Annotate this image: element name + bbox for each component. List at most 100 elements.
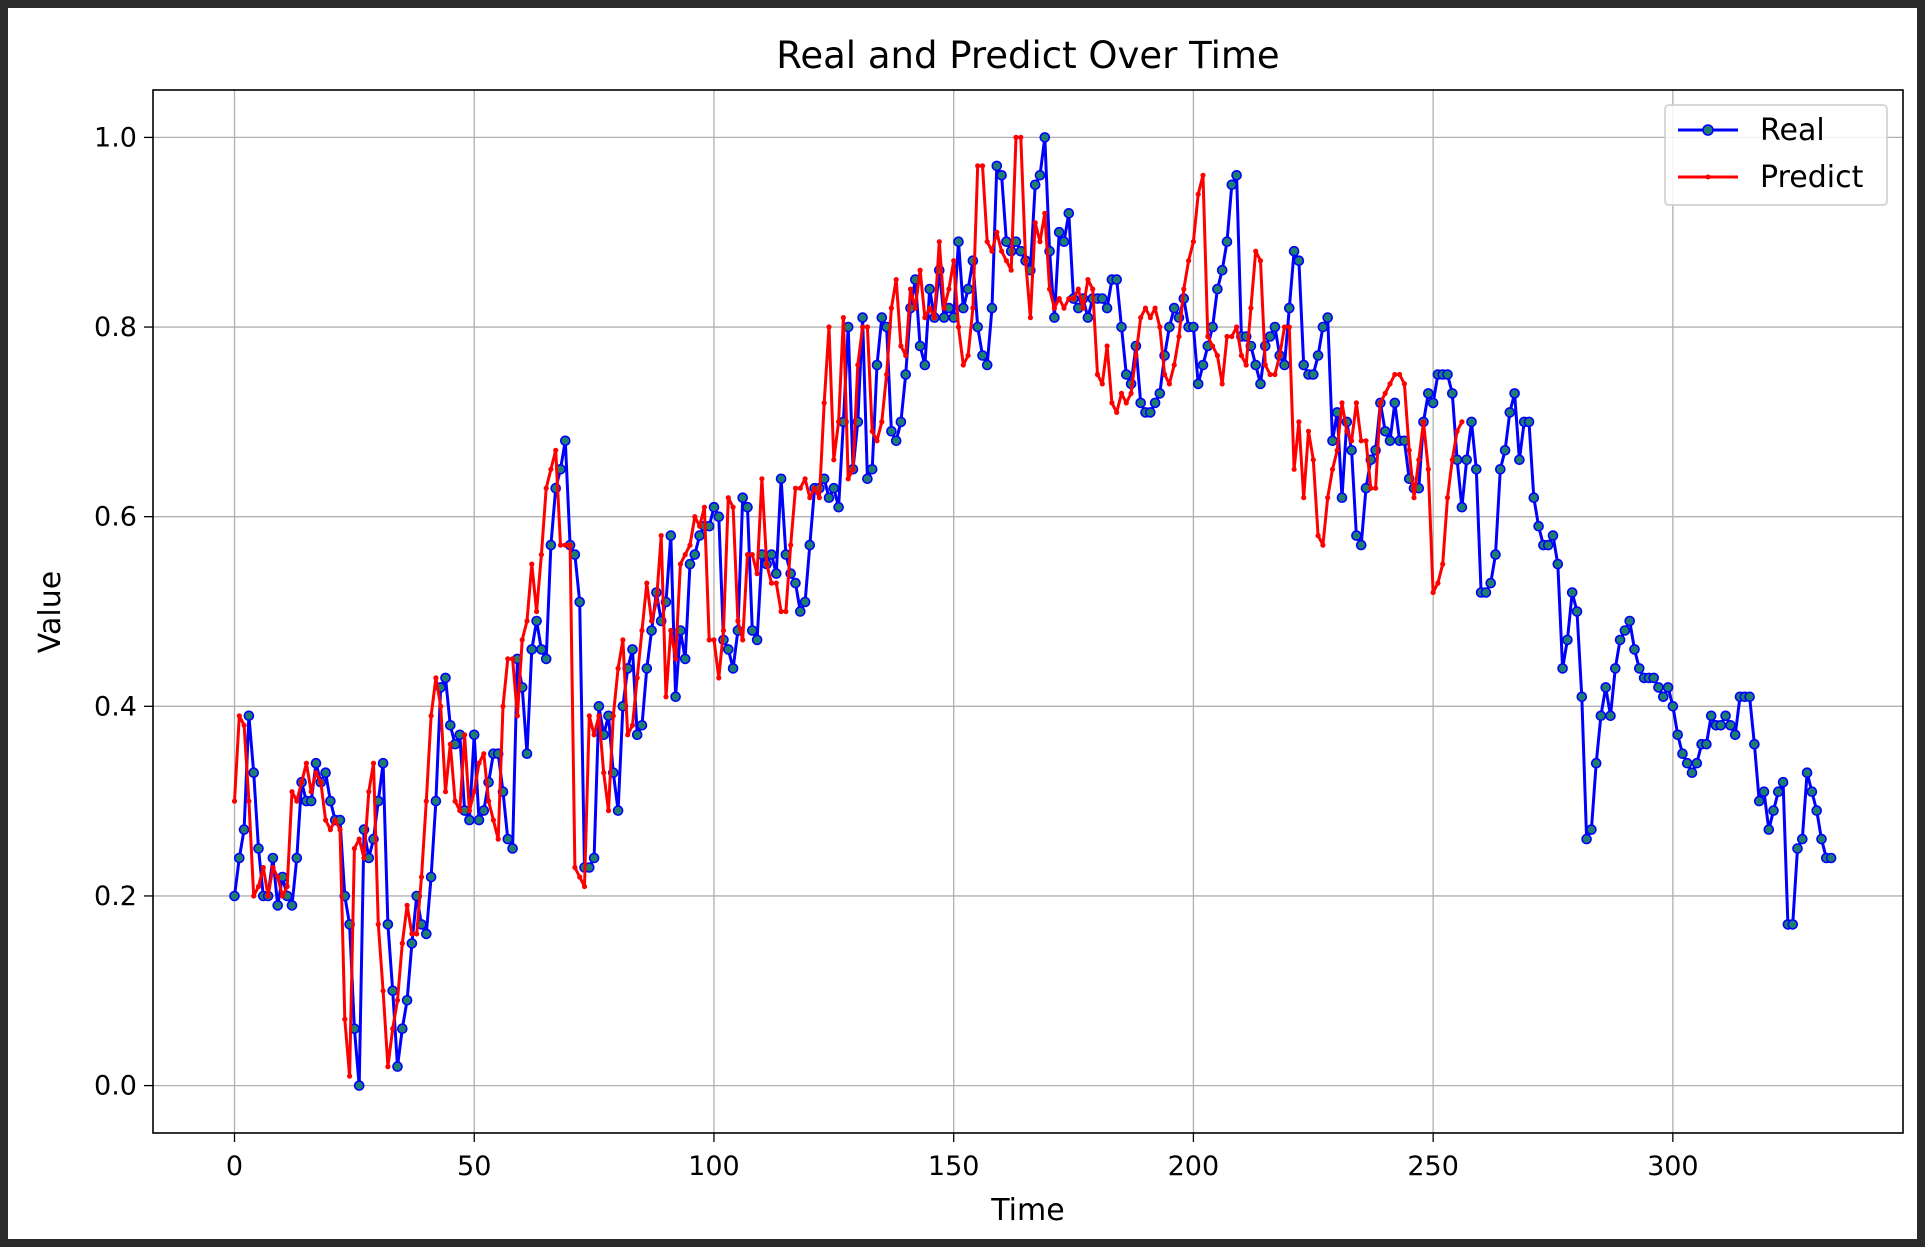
data-point-predict [298,779,305,785]
data-point-predict [687,542,693,548]
data-point-predict [1080,305,1086,311]
data-point-predict [692,514,698,520]
data-point-real [248,767,259,779]
data-point-predict [1224,333,1230,340]
data-point-real [1758,786,1770,798]
data-point-predict [572,864,578,871]
data-point-real [1116,321,1127,333]
data-point-predict [418,874,425,880]
data-point-real [1590,757,1602,769]
data-point-predict [946,286,952,292]
data-point-predict [1358,438,1364,444]
data-point-predict [557,542,564,548]
data-point-predict [1305,428,1312,434]
data-point-real [1226,179,1238,191]
data-point-real [670,691,681,703]
data-point-real [425,871,437,883]
data-point-predict [1368,485,1374,491]
data-point-predict [1118,390,1125,396]
data-point-real [387,985,399,997]
data-point-predict [279,893,286,899]
data-point-real [1207,321,1218,333]
plot-frame [152,89,1904,1134]
y-tick-label: 0.2 [94,881,137,912]
data-point-real [1753,795,1765,807]
data-point-predict [375,921,381,928]
data-point-real [382,919,394,930]
data-point-predict [1013,134,1019,140]
data-point-predict [452,798,458,804]
data-point-real [1586,824,1597,835]
x-axis-label: Time [990,1193,1064,1228]
data-point-predict [658,532,664,539]
data-point-real [1121,369,1132,380]
data-point-real [790,577,801,589]
data-point-real [1797,833,1808,845]
data-point-real [1571,606,1583,617]
data-point-predict [1027,314,1034,321]
data-point-predict [1032,220,1038,226]
data-point-predict [879,419,885,425]
data-point-predict [289,789,295,795]
data-point-real [1351,530,1362,541]
data-point-predict [1018,134,1024,140]
data-point-predict [754,570,760,577]
data-point-predict [1051,305,1058,311]
data-point-real [588,852,600,864]
data-point-predict [941,305,947,311]
data-point-real [1149,397,1161,409]
data-point-real [243,710,255,722]
data-point-predict [1334,447,1340,453]
data-point-predict [1411,495,1417,501]
data-point-real [1653,682,1664,693]
data-point-real [229,890,240,902]
data-point-predict [1315,532,1321,539]
data-point-predict [749,551,755,558]
data-point-real [507,843,518,854]
data-point-predict [332,817,338,823]
data-point-predict [912,305,918,311]
data-point-real [1284,302,1295,314]
data-point-real [1221,236,1233,247]
data-point-predict [553,447,559,453]
data-point-predict [696,523,703,529]
data-point-real [1216,264,1228,276]
data-point-real [468,729,480,741]
data-point-predict [1147,314,1153,321]
data-point-predict [1459,419,1465,425]
data-point-predict [251,893,257,899]
data-point-real [1461,454,1472,466]
data-point-predict [605,807,612,814]
data-point-real [924,283,936,295]
data-point-predict [1104,343,1110,349]
data-point-real [1029,179,1041,191]
data-point-real [1715,719,1727,731]
data-point-real [1528,492,1540,504]
data-point-predict [835,419,842,425]
data-point-real [559,435,571,447]
data-point-predict [562,542,568,548]
data-point-real [684,558,696,570]
data-point-predict [663,694,669,700]
data-point-predict [898,343,904,349]
data-point-real [866,463,878,475]
data-point-predict [672,656,679,662]
legend-real-label: Real [1760,113,1825,148]
data-point-real [871,359,883,371]
data-point-predict [442,789,449,795]
data-point-predict [1406,447,1412,453]
x-tick-label: 150 [928,1151,980,1182]
data-point-predict [979,163,986,169]
data-point-real [1763,824,1775,835]
data-point-predict [1162,371,1168,378]
x-tick-label: 100 [688,1151,740,1182]
data-point-real [320,767,331,779]
data-point-predict [1344,428,1350,434]
data-point-predict [855,362,861,368]
data-point-predict [284,883,290,890]
data-point-predict [740,637,746,643]
data-point-real [1034,170,1046,181]
y-tick-label: 1.0 [94,122,137,153]
data-point-predict [461,732,468,738]
data-point-predict [1205,333,1211,340]
